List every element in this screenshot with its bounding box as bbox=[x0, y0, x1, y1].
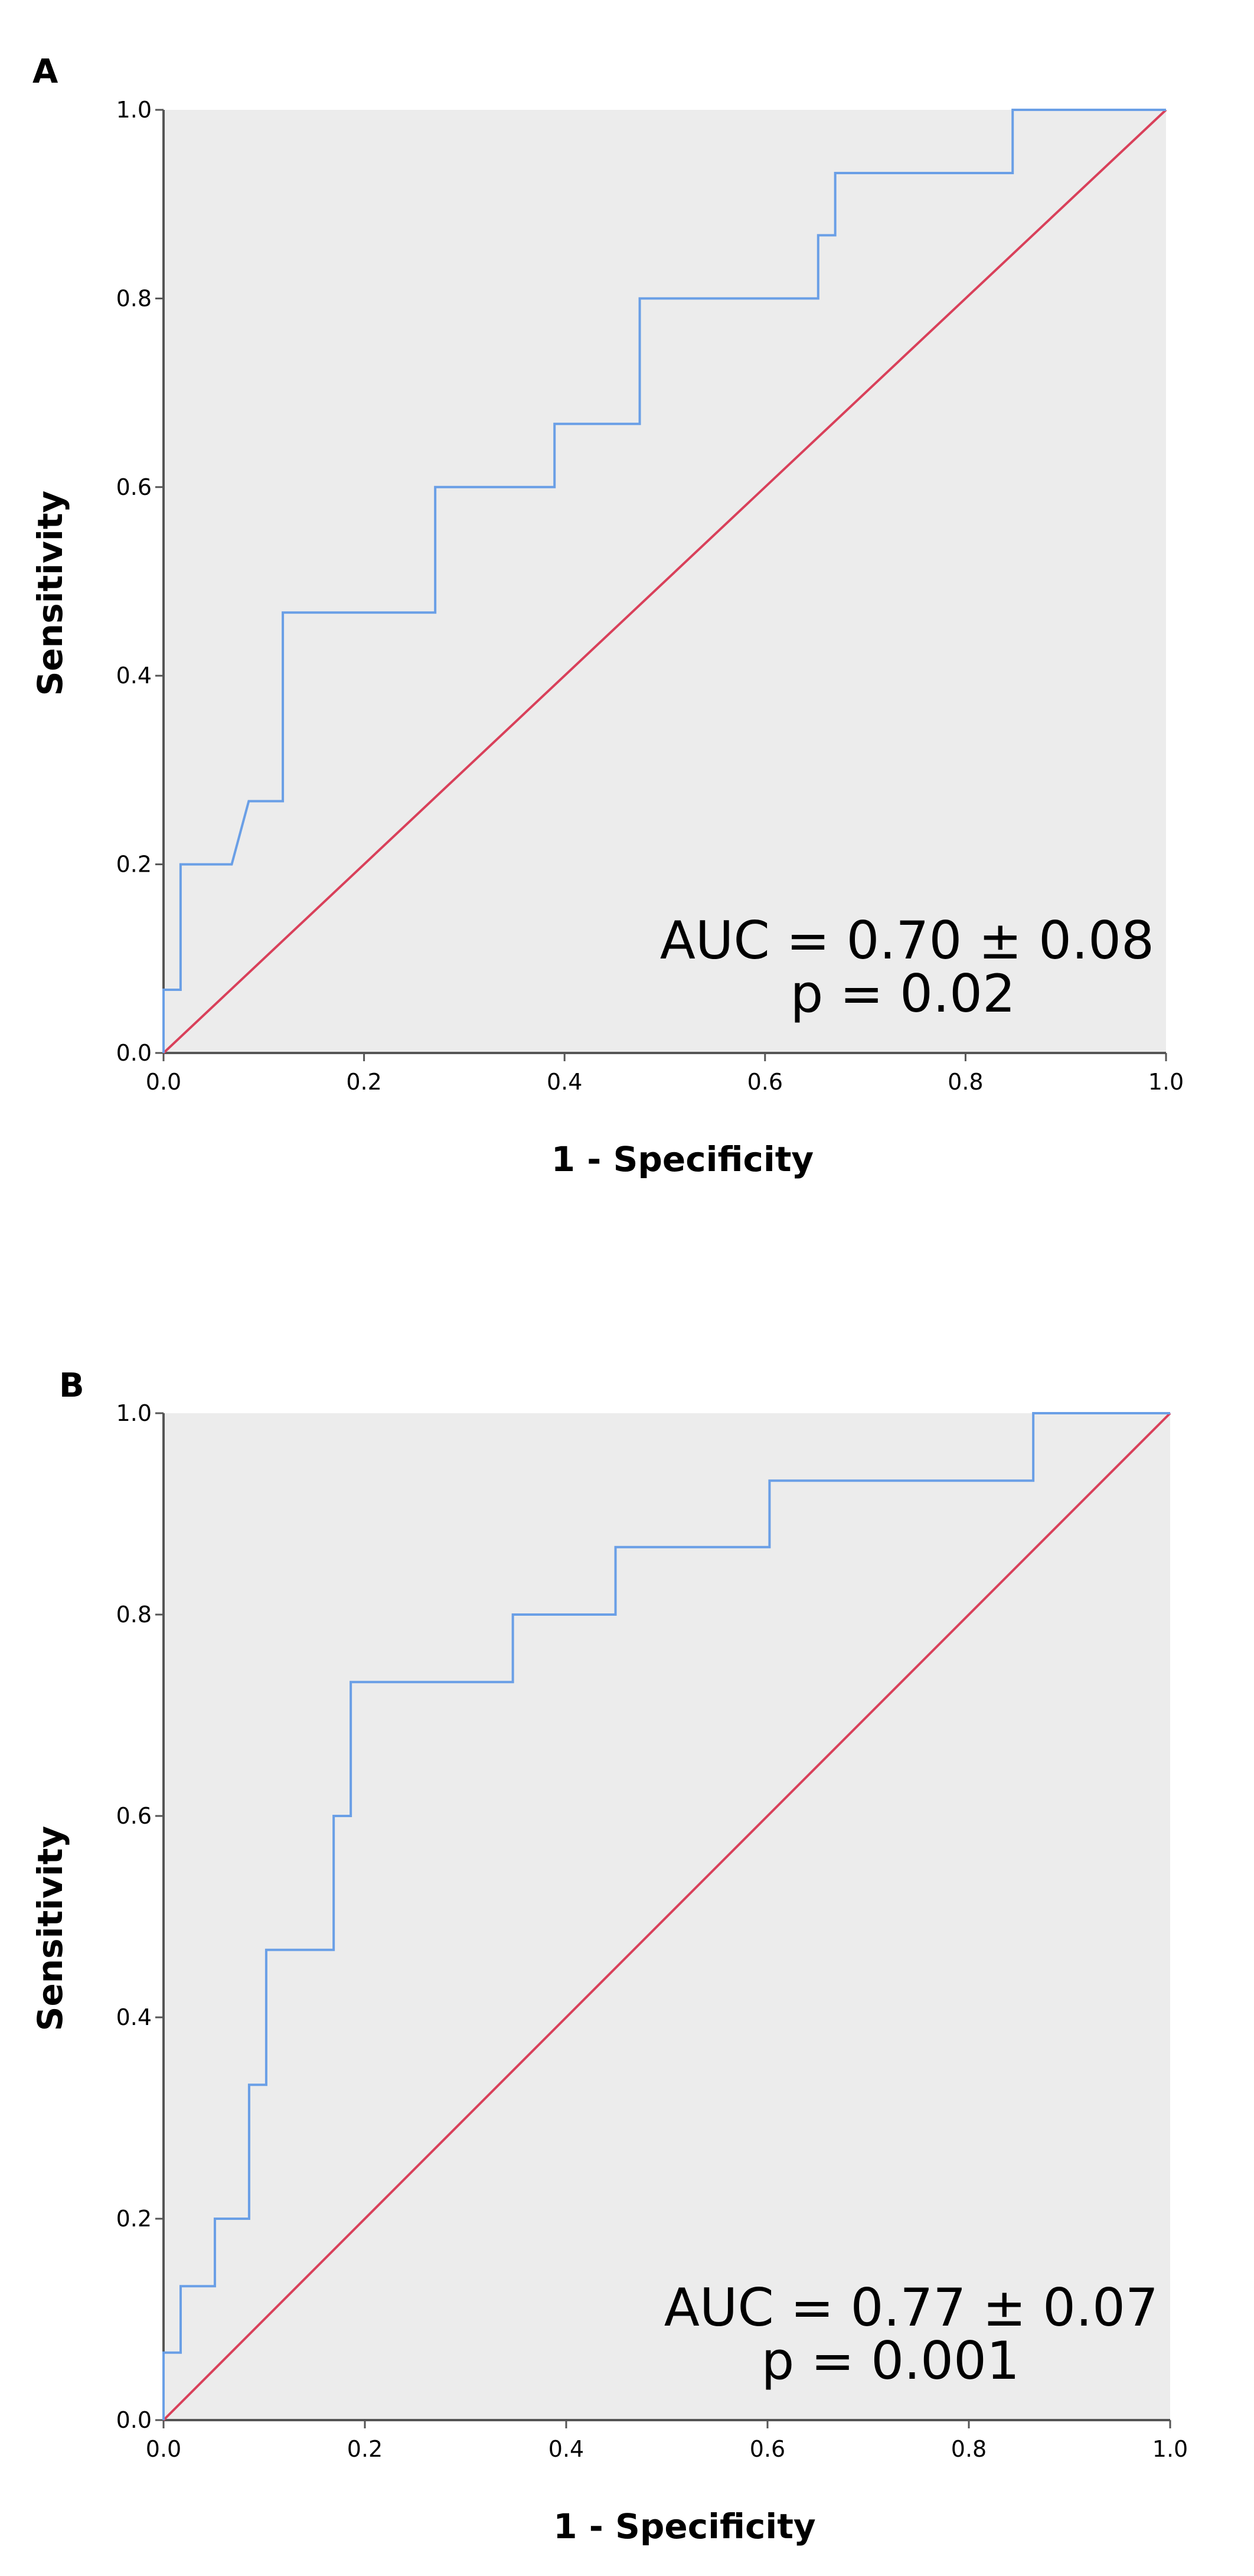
y-axis-title: Sensitivity bbox=[30, 1826, 70, 2032]
x-tick-label: 0.4 bbox=[548, 2436, 584, 2462]
y-axis-title: Sensitivity bbox=[30, 491, 70, 696]
roc-curve bbox=[162, 1412, 1170, 2420]
y-tick-label: 0.2 bbox=[116, 852, 152, 878]
y-tick-label: 1.0 bbox=[116, 1400, 152, 1426]
roc-curve bbox=[162, 109, 1166, 1053]
reference-line bbox=[162, 109, 1167, 1054]
reference-line bbox=[162, 1412, 1171, 2421]
x-tick-label: 0.0 bbox=[146, 2436, 181, 2462]
auc-annotation: AUC = 0.70 ± 0.08 bbox=[660, 910, 1154, 971]
x-tick-label: 0.4 bbox=[547, 1069, 582, 1095]
p-value-annotation: p = 0.02 bbox=[791, 963, 1015, 1024]
y-tick-label: 0.8 bbox=[116, 285, 152, 311]
x-tick-label: 0.6 bbox=[750, 2436, 785, 2462]
x-tick-label: 0.0 bbox=[146, 1069, 181, 1095]
y-tick-label: 1.0 bbox=[116, 97, 152, 123]
p-value-annotation: p = 0.001 bbox=[762, 2330, 1020, 2391]
y-tick-label: 0.8 bbox=[116, 1602, 152, 1628]
y-tick-label: 0.4 bbox=[116, 2004, 152, 2030]
panel-label: A bbox=[32, 53, 58, 91]
y-tick-label: 0.2 bbox=[116, 2206, 152, 2232]
x-tick-label: 1.0 bbox=[1148, 1069, 1184, 1095]
x-axis-title: 1 - Specificity bbox=[551, 1139, 814, 1179]
chart-panel-b: 0.0 0.2 0.4 0.6 0.8 1.0 0.0 0.2 0.4 0.6 0.8 1.0 B 1 -… bbox=[30, 1367, 1188, 2546]
x-tick-label: 0.2 bbox=[347, 2436, 383, 2462]
x-tick-label: 0.6 bbox=[747, 1069, 783, 1095]
x-axis-title: 1 - Specificity bbox=[553, 2506, 816, 2546]
y-tick-label: 0.6 bbox=[116, 1803, 152, 1829]
y-tick-label: 0.4 bbox=[116, 663, 152, 689]
auc-annotation: AUC = 0.77 ± 0.07 bbox=[664, 2277, 1158, 2338]
y-tick-label: 0.0 bbox=[116, 2407, 152, 2433]
y-tick-label: 0.0 bbox=[116, 1040, 152, 1066]
x-tick-label: 1.0 bbox=[1152, 2436, 1188, 2462]
panel-label: B bbox=[59, 1367, 84, 1405]
x-tick-label: 0.8 bbox=[951, 2436, 987, 2462]
y-tick-label: 0.6 bbox=[116, 474, 152, 500]
x-tick-label: 0.8 bbox=[948, 1069, 983, 1095]
chart-panel-a: 0.0 0.2 0.4 0.6 0.8 1.0 0.0 0.2 0.4 0.6 0.8 1.0 A 1 -… bbox=[30, 53, 1184, 1179]
x-tick-label: 0.2 bbox=[346, 1069, 381, 1095]
